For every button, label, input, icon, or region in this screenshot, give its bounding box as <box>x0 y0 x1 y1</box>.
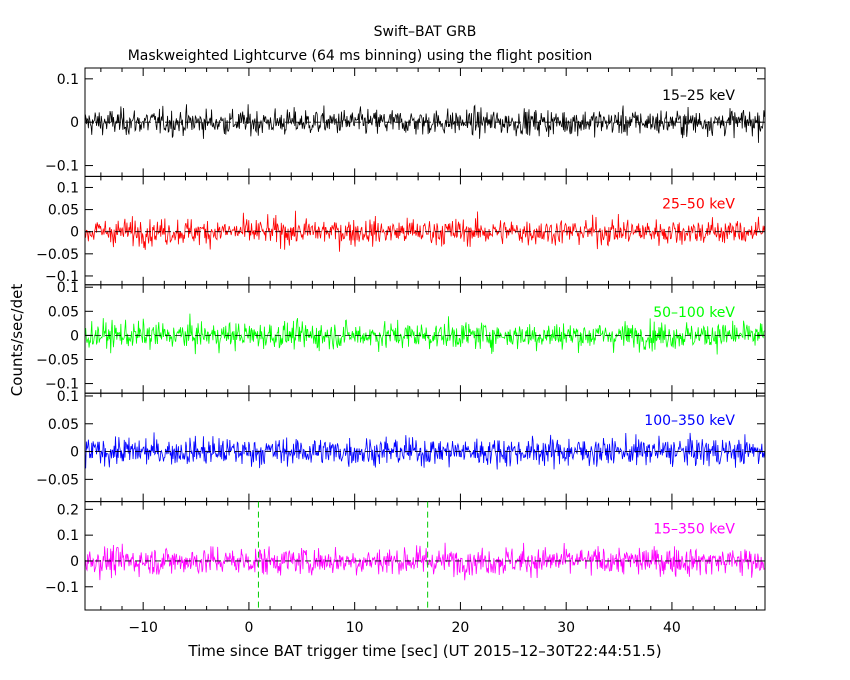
y-tick-label: 0 <box>70 328 79 344</box>
x-tick-label: 30 <box>557 620 575 636</box>
y-tick-label: 0.1 <box>57 280 79 296</box>
x-tick-label: −10 <box>128 620 158 636</box>
y-tick-label: −0.1 <box>45 269 79 285</box>
x-tick-label: 40 <box>663 620 681 636</box>
y-tick-label: 0.05 <box>48 417 79 433</box>
panel-2: −0.1 −0.05 0 0.05 0.1 50–100 keV <box>36 280 766 394</box>
y-tick-label: 0.1 <box>57 180 79 196</box>
lightcurve-series <box>85 432 765 470</box>
panel-3: −0.05 0 0.05 0.1 100–350 keV <box>36 389 766 503</box>
panel-0: −0.1 0 0.1 15–25 keV <box>45 67 766 177</box>
band-label: 15–25 keV <box>662 88 735 104</box>
y-tick-label: −0.05 <box>36 352 79 368</box>
y-tick-label: 0 <box>70 115 79 131</box>
y-tick-label: 0.05 <box>48 203 79 219</box>
panel-4: −0.1 0 0.1 0.2 15–350 keV <box>45 501 766 611</box>
lightcurve-series <box>85 313 765 355</box>
chart-title: Swift–BAT GRB <box>374 24 477 40</box>
band-label: 100–350 keV <box>644 413 735 429</box>
panel-1: −0.1 −0.05 0 0.05 0.1 25–50 keV <box>36 175 766 286</box>
y-tick-label: 0.1 <box>57 72 79 88</box>
y-tick-label: −0.1 <box>45 159 79 175</box>
y-tick-label: 0.1 <box>57 528 79 544</box>
y-tick-label: −0.05 <box>36 247 79 263</box>
y-tick-label: 0 <box>70 554 79 570</box>
band-label: 25–50 keV <box>662 196 735 212</box>
x-tick-label: 10 <box>346 620 364 636</box>
lightcurve-series <box>85 210 765 252</box>
y-axis-label: Counts/sec/det <box>8 284 26 397</box>
x-tick-label: 20 <box>452 620 470 636</box>
y-tick-label: −0.1 <box>45 377 79 393</box>
y-tick-label: 0.05 <box>48 304 79 320</box>
band-label: 15–350 keV <box>653 522 735 538</box>
x-axis-label: Time since BAT trigger time [sec] (UT 20… <box>187 642 661 660</box>
y-tick-label: 0.2 <box>57 502 79 518</box>
panels-group: −0.1 0 0.1 15–25 keV −0.1 −0.05 0 0.05 0.1 25–50 … <box>36 67 766 636</box>
lightcurve-series <box>85 104 765 143</box>
y-tick-label: 0 <box>70 225 79 241</box>
y-tick-label: 0.1 <box>57 389 79 405</box>
chart-subtitle: Maskweighted Lightcurve (64 ms binning) … <box>128 48 593 64</box>
y-tick-label: −0.1 <box>45 580 79 596</box>
x-tick-label: 0 <box>244 620 253 636</box>
y-tick-label: 0 <box>70 445 79 461</box>
panel-frame <box>84 501 766 611</box>
lightcurve-series <box>85 542 765 581</box>
y-tick-label: −0.05 <box>36 472 79 488</box>
band-label: 50–100 keV <box>653 305 735 321</box>
